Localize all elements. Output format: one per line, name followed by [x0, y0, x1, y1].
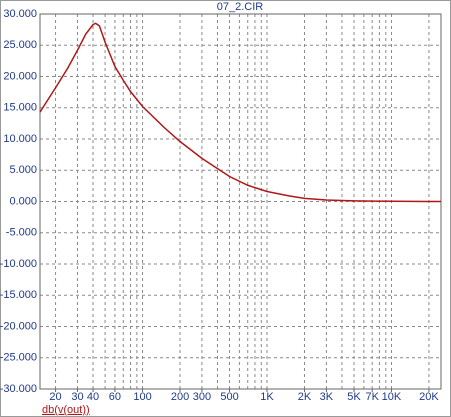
y-tick-label: 30.000: [3, 8, 37, 20]
y-tick-label: -25.000: [0, 352, 37, 364]
x-tick-label: 5K: [347, 391, 361, 403]
y-tick-label: 25.000: [3, 39, 37, 51]
y-tick-label: -30.000: [0, 383, 37, 395]
y-tick-label: -15.000: [0, 289, 37, 301]
x-tick-label: 40: [87, 391, 99, 403]
y-tick-label: 20.000: [3, 70, 37, 82]
y-tick-label: -20.000: [0, 320, 37, 332]
y-tick-label: 5.000: [9, 164, 37, 176]
x-tick-label: 200: [171, 391, 189, 403]
y-tick-label: 10.000: [3, 133, 37, 145]
x-tick-label: 20: [49, 391, 61, 403]
x-tick-label: 30: [71, 391, 83, 403]
y-tick-label: 0.000: [9, 195, 37, 207]
chart-title: 07_2.CIR: [217, 1, 264, 13]
line-series: [39, 22, 442, 203]
x-tick-label: 60: [109, 391, 121, 403]
x-tick-label: 7K: [365, 391, 379, 403]
x-tick-label: 500: [220, 391, 238, 403]
x-axis-label: db(v(out)): [42, 404, 90, 416]
x-tick-label: 3K: [320, 391, 334, 403]
y-tick-label: 15.000: [3, 102, 37, 114]
x-tick-label: 1K: [260, 391, 274, 403]
x-tick-label: 300: [193, 391, 211, 403]
x-tick-label: 2K: [298, 391, 312, 403]
x-tick-label: 20K: [419, 391, 439, 403]
x-tick-label: 10K: [382, 391, 402, 403]
x-tick-label: 100: [133, 391, 151, 403]
y-tick-label: -10.000: [0, 258, 37, 270]
y-tick-label: -5.000: [6, 227, 37, 239]
